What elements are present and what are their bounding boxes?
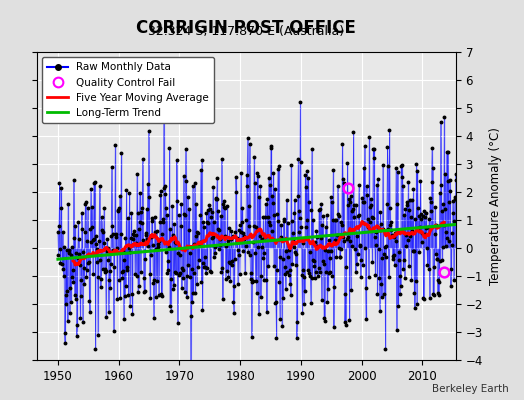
Legend: Raw Monthly Data, Quality Control Fail, Five Year Moving Average, Long-Term Tren: Raw Monthly Data, Quality Control Fail, … <box>42 57 214 123</box>
Title: CORRIGIN POST OFFICE: CORRIGIN POST OFFICE <box>136 18 356 36</box>
Text: Berkeley Earth: Berkeley Earth <box>432 384 508 394</box>
Y-axis label: Temperature Anomaly (°C): Temperature Anomaly (°C) <box>488 127 501 285</box>
Text: 32.324 S, 117.870 E (Australia): 32.324 S, 117.870 E (Australia) <box>148 25 344 38</box>
